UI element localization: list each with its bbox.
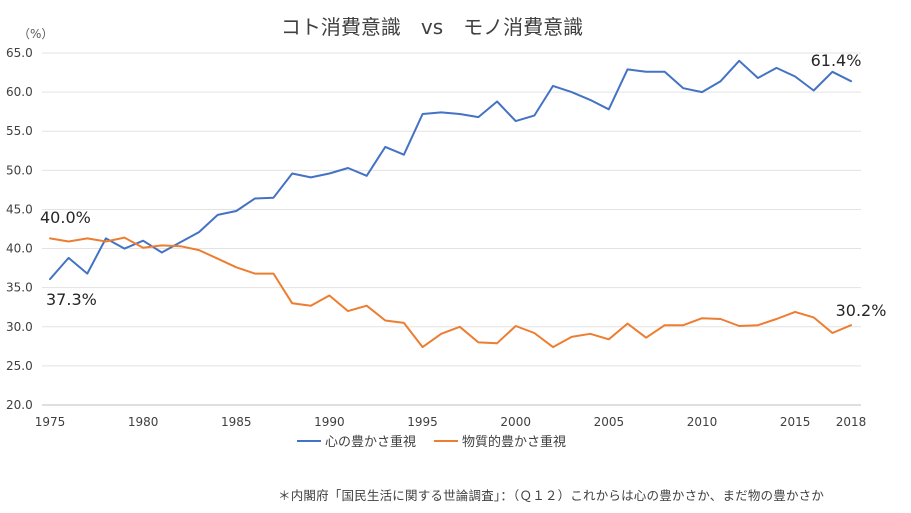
y-tick-label: 40.0 (6, 242, 33, 256)
y-tick-label: 45.0 (6, 202, 33, 216)
legend: 心の豊かさ重視 物質的豊かさ重視 (297, 434, 566, 450)
legend-label: 心の豊かさ重視 (325, 434, 416, 450)
x-tick-label: 1990 (314, 415, 345, 429)
y-tick-label: 65.0 (6, 46, 33, 60)
y-tick-label: 60.0 (6, 85, 33, 99)
legend-label: 物質的豊かさ重視 (462, 434, 566, 450)
series-line-2 (49, 236, 852, 349)
x-tick-label: 1980 (128, 415, 159, 429)
data-label: 61.4% (811, 51, 862, 70)
y-tick-label: 35.0 (6, 281, 33, 295)
x-tick-label: 1985 (221, 415, 252, 429)
data-label: 37.3% (46, 290, 97, 309)
y-tick-label: 30.0 (6, 320, 33, 334)
data-label: 30.2% (836, 301, 887, 320)
y-axis-ticks: 65.0 60.0 55.0 50.0 45.0 40.0 35.0 30.0 25.0 20.0 (6, 46, 33, 412)
footnote: ＊内閣府「国民生活に関する世論調査」：（Ｑ１２）これからは心の豊かさか、まだ物の… (278, 488, 825, 503)
y-tick-label: 55.0 (6, 124, 33, 138)
series-lines (49, 59, 852, 349)
gridlines (42, 52, 861, 406)
chart-title: コト消費意識 vs モノ消費意識 (281, 15, 583, 39)
y-unit-label: （%） (18, 27, 53, 41)
y-tick-label: 20.0 (6, 398, 33, 412)
x-tick-label: 2015 (780, 415, 811, 429)
x-tick-label: 1975 (35, 415, 66, 429)
data-label: 40.0% (40, 208, 91, 227)
y-tick-label: 50.0 (6, 163, 33, 177)
x-axis-ticks: 1975 1980 1985 1990 1995 2000 2005 2010 2015 2018 (35, 415, 867, 429)
x-tick-label: 2018 (836, 415, 867, 429)
x-tick-label: 2000 (500, 415, 531, 429)
x-tick-label: 1995 (407, 415, 438, 429)
y-tick-label: 25.0 (6, 359, 33, 373)
x-tick-label: 2010 (687, 415, 718, 429)
data-annotations: 61.4% 40.0% 37.3% 30.2% (40, 51, 886, 320)
series-line-1 (49, 59, 852, 281)
x-tick-label: 2005 (594, 415, 625, 429)
